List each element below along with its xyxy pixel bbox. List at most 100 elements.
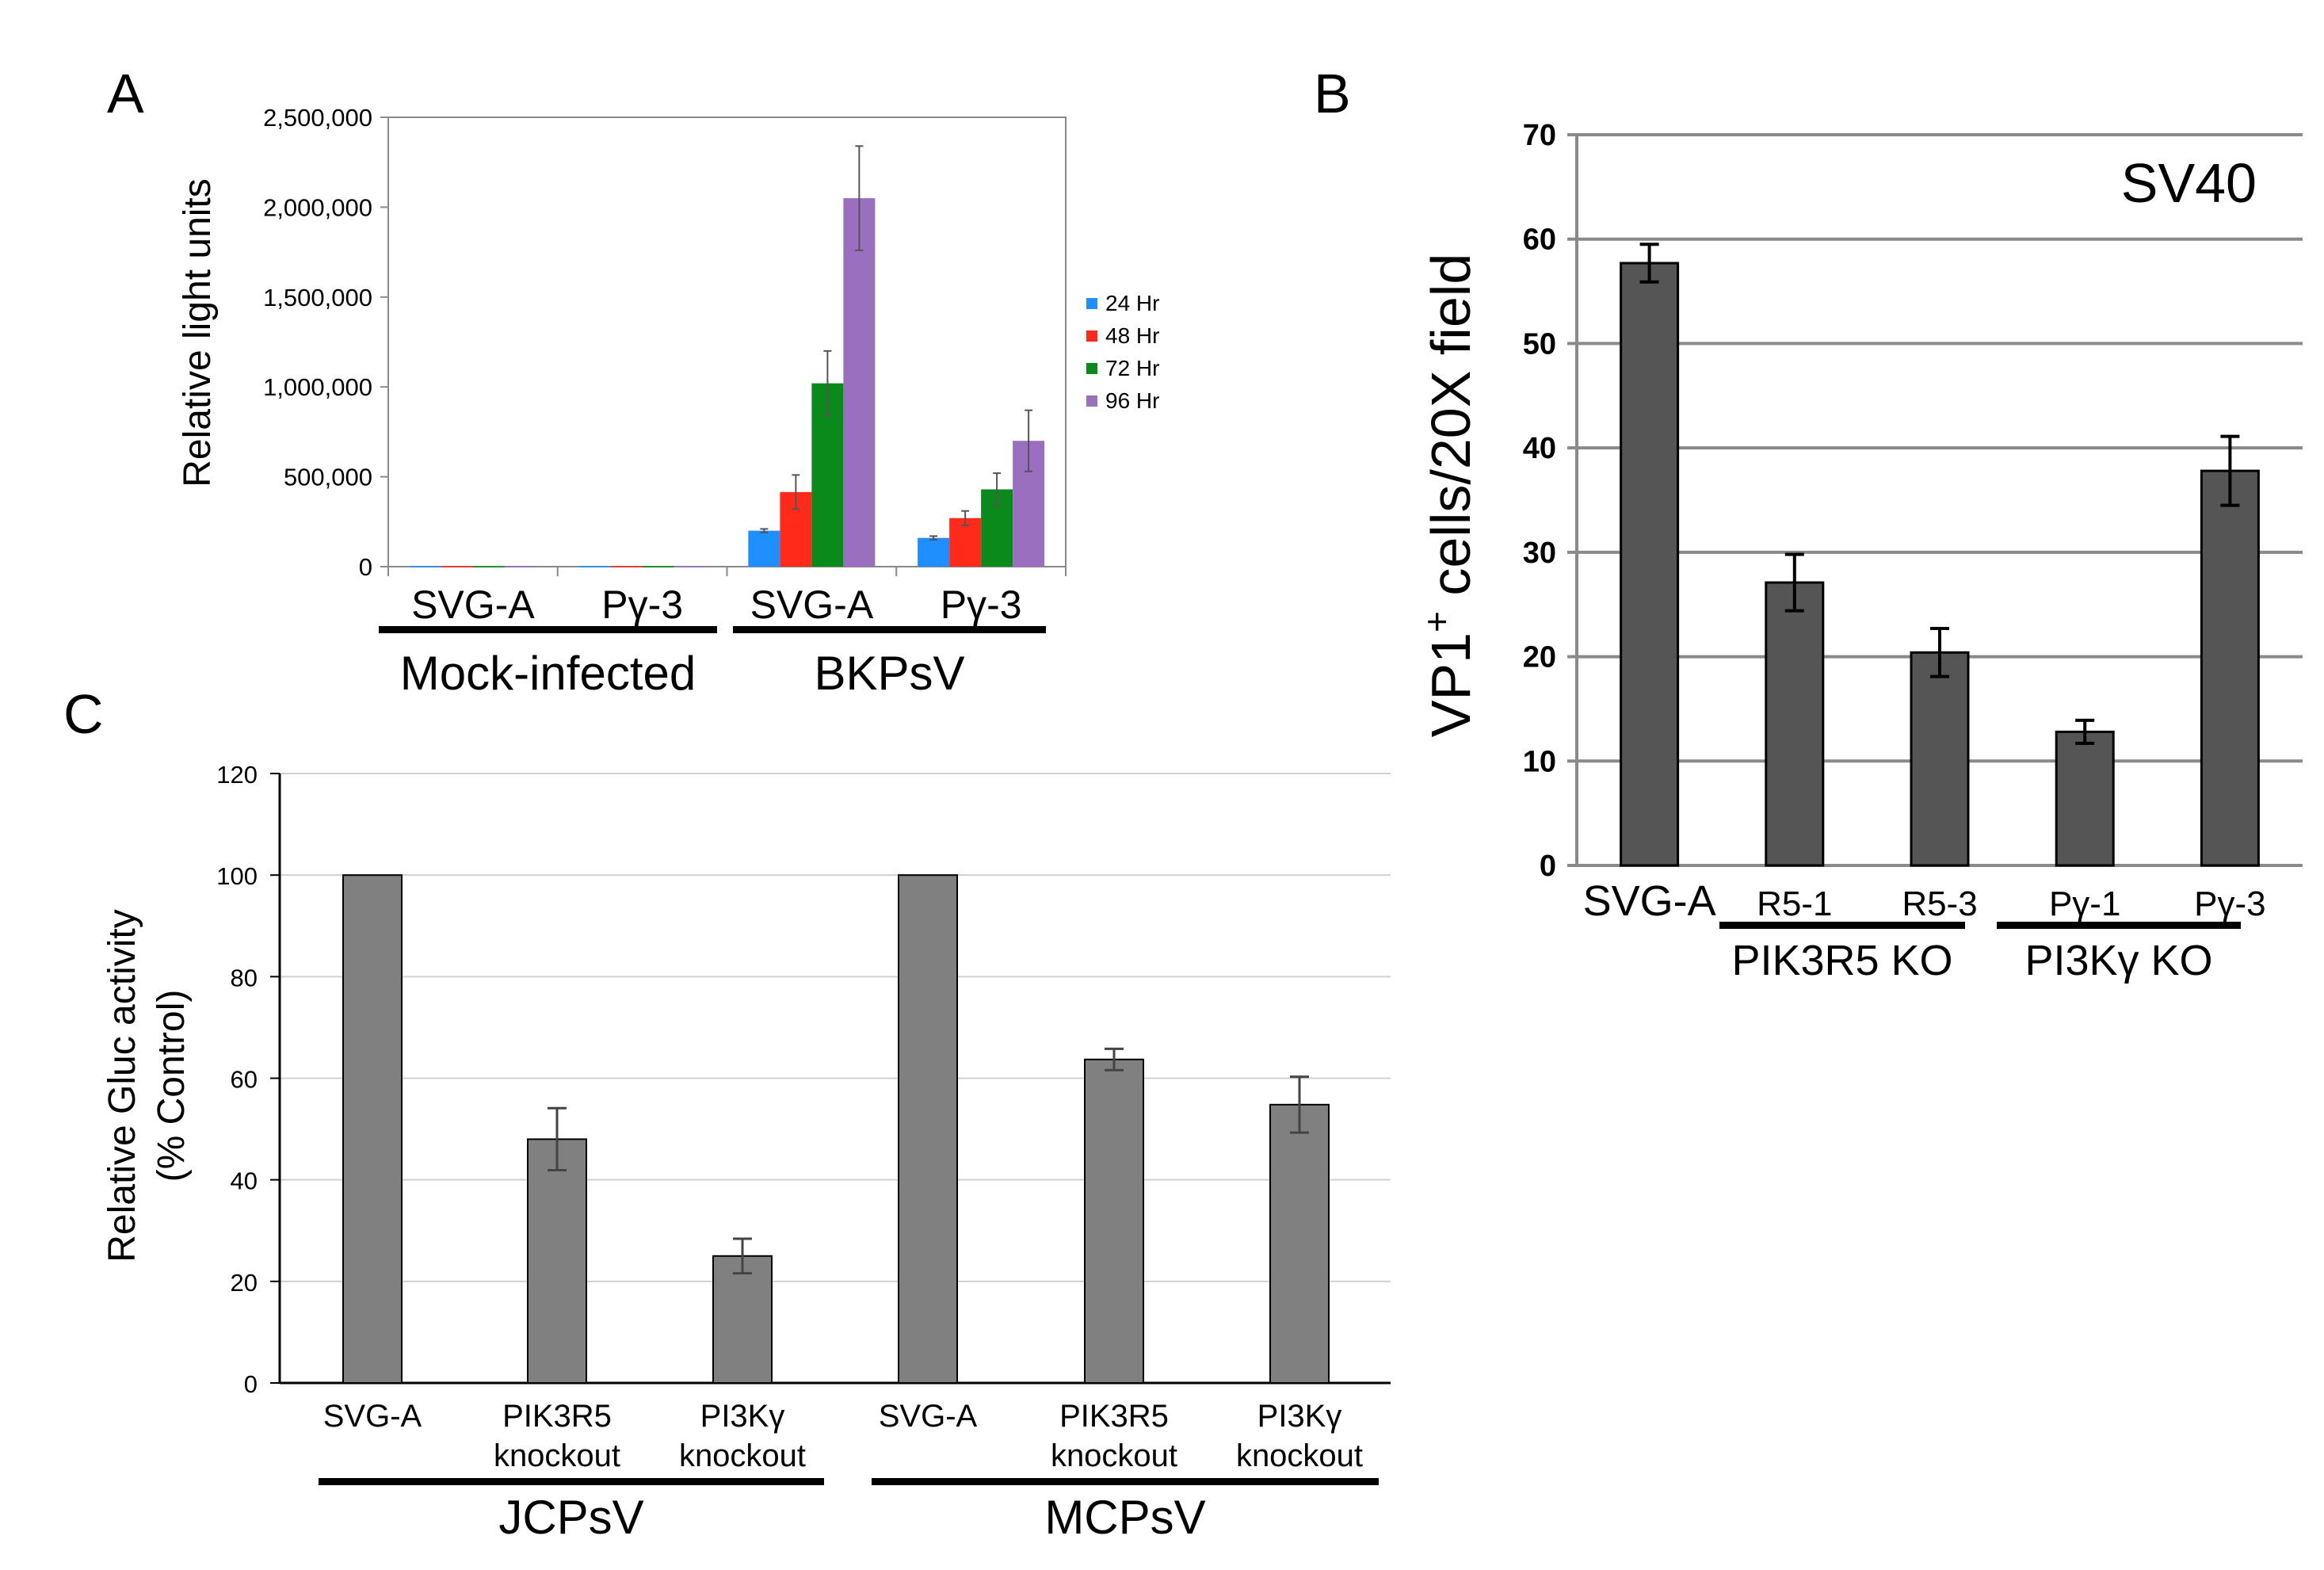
bar — [642, 566, 674, 567]
y-tick-label: 0 — [359, 553, 372, 581]
y-tick-label: 50 — [1523, 327, 1556, 361]
legend-swatch — [1086, 363, 1097, 374]
group-label: MCPsV — [1044, 1491, 1205, 1544]
y-tick-label: 30 — [1523, 537, 1556, 570]
bar — [748, 530, 780, 567]
legend-label: 72 Hr — [1105, 356, 1159, 380]
group-label: Mock-infected — [400, 647, 696, 700]
panel-a-letter: A — [107, 63, 144, 124]
x-category-label: PI3Kγ — [700, 1399, 785, 1434]
group-bracket — [872, 1478, 1379, 1485]
bar — [441, 566, 473, 567]
bar — [1084, 1058, 1144, 1385]
panel-b-y-axis-label-rest: cells/20X field — [1420, 254, 1482, 611]
y-tick-label: 1,500,000 — [263, 284, 372, 311]
bar — [712, 1255, 773, 1384]
group-label: JCPsV — [498, 1491, 643, 1544]
y-tick-label: 2,000,000 — [263, 193, 372, 221]
group-bracket — [733, 626, 1046, 633]
x-category-label: Pγ-3 — [2194, 884, 2265, 923]
group-bracket — [1719, 922, 1965, 929]
x-category-label: SVG-A — [1583, 877, 1716, 925]
group-label: PIK3R5 KO — [1731, 937, 1952, 984]
panel-a-plot-frame — [387, 117, 1067, 567]
y-tick-label: 20 — [231, 1269, 258, 1297]
y-tick-label: 2,500,000 — [263, 104, 372, 132]
x-category-label: knockout — [494, 1438, 620, 1473]
group-label: PI3Kγ KO — [2024, 937, 2212, 984]
y-tick-label: 20 — [1523, 641, 1556, 674]
legend-label: 48 Hr — [1105, 323, 1159, 348]
bar — [1765, 581, 1825, 867]
panel-a-y-axis-label: Relative light units — [177, 178, 219, 487]
y-tick-label: 120 — [216, 761, 258, 789]
y-tick-label: 1,000,000 — [263, 373, 372, 401]
panel-b-letter: B — [1314, 63, 1351, 124]
bar — [610, 566, 643, 567]
y-tick-label: 500,000 — [284, 464, 372, 491]
x-category-label: PIK3R5 — [1059, 1399, 1169, 1434]
legend-swatch — [1086, 298, 1097, 309]
bar — [1620, 262, 1680, 867]
bar — [409, 566, 441, 567]
bar — [674, 566, 706, 567]
panel-a-plot: 0 500,000 1,000,000 1,500,000 2,000,000 2,500… — [263, 104, 1159, 700]
x-category-label: SVG-A — [411, 583, 535, 627]
panel-c: C Relative Gluc activity (% Control) 0 20… — [63, 683, 1391, 1544]
y-tick-label: 40 — [231, 1167, 258, 1195]
legend-swatch — [1086, 395, 1097, 407]
bar — [1269, 1103, 1330, 1385]
group-label: BKPsV — [814, 647, 964, 700]
y-tick-label: 0 — [1540, 850, 1556, 883]
x-category-label: R5-3 — [1902, 884, 1977, 923]
group-bracket — [1997, 922, 2241, 929]
x-category-label: knockout — [1236, 1438, 1363, 1473]
group-bracket — [319, 1478, 824, 1485]
bar — [504, 566, 536, 567]
legend-swatch — [1086, 330, 1097, 342]
y-tick-label: 100 — [216, 862, 258, 890]
panel-b-plot: 0 10 20 30 40 50 60 70 SVG-A R5-1 R5-3 Pγ-1 Pγ-3 PIK3… — [1523, 119, 2303, 984]
bar — [342, 874, 403, 1384]
x-category-label: SVG-A — [750, 583, 874, 627]
y-tick-label: 40 — [1523, 432, 1556, 465]
y-tick-label: 10 — [1523, 745, 1556, 778]
bar — [843, 198, 876, 567]
bar — [1910, 651, 1970, 867]
bar — [578, 566, 611, 567]
x-category-label: PI3Kγ — [1257, 1399, 1342, 1434]
panel-a: A Relative light units 0 500,000 1,000,000… — [107, 63, 1159, 700]
panel-c-y-axis-label-line2: (% Control) — [151, 990, 193, 1182]
bar — [472, 566, 505, 567]
panel-b-title: SV40 — [2121, 152, 2257, 214]
x-category-label: R5-1 — [1757, 884, 1832, 923]
panel-b: B VP1+ cells/20X field SV40 0 10 20 30 40 50 6… — [1314, 63, 2303, 984]
bar — [2200, 469, 2260, 867]
legend-label: 96 Hr — [1105, 388, 1159, 413]
y-tick-label: 80 — [231, 964, 258, 991]
bar — [527, 1138, 587, 1385]
y-tick-label: 70 — [1523, 119, 1556, 152]
bar — [918, 537, 950, 567]
y-tick-label: 60 — [1523, 223, 1556, 257]
y-tick-label: 0 — [244, 1370, 258, 1398]
panel-c-letter: C — [63, 683, 104, 745]
x-category-label: SVG-A — [323, 1399, 422, 1434]
bar — [2055, 730, 2115, 867]
x-category-label: Pγ-3 — [941, 583, 1022, 627]
panel-b-y-axis-label-sup: + — [1416, 611, 1457, 632]
panel-b-y-axis-label: VP1+ cells/20X field — [1416, 254, 1482, 738]
x-category-label: knockout — [1051, 1438, 1177, 1473]
x-category-label: PIK3R5 — [502, 1399, 612, 1434]
panel-c-plot: 0 20 40 60 80 100 120 SVG-A PIK3R5 knockout PI3Kγ k… — [216, 761, 1391, 1544]
x-category-label: knockout — [679, 1438, 806, 1473]
y-tick-label: 60 — [231, 1066, 258, 1094]
bar — [949, 518, 982, 567]
panel-b-y-axis-label-main: VP1 — [1420, 632, 1482, 737]
bar — [898, 874, 958, 1384]
group-bracket — [379, 626, 717, 633]
panel-c-y-axis-label-line1: Relative Gluc activity — [101, 909, 143, 1262]
legend-label: 24 Hr — [1105, 291, 1159, 315]
x-category-label: Pγ-3 — [601, 583, 683, 627]
